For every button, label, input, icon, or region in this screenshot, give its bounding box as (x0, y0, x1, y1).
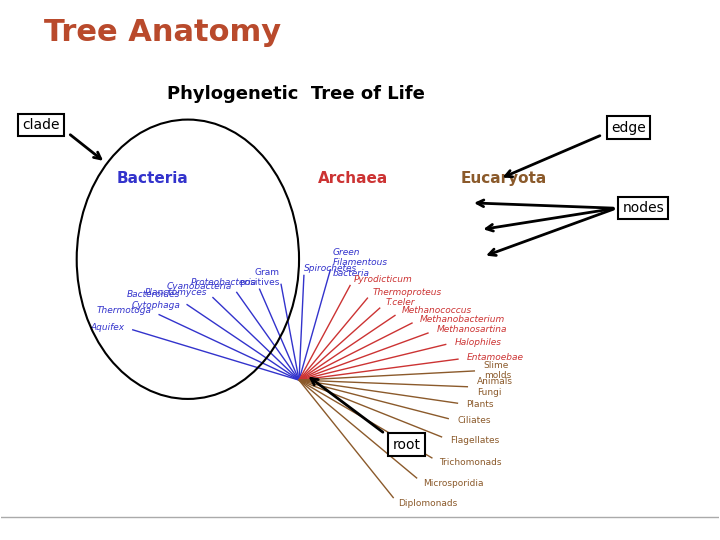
Text: Methanococcus: Methanococcus (402, 306, 472, 315)
Text: Gram
positives: Gram positives (239, 268, 280, 287)
Text: Cyanobacteria: Cyanobacteria (167, 282, 233, 291)
Text: Bacteroides
Cytophaga: Bacteroides Cytophaga (127, 291, 180, 309)
Text: Proteobacteria: Proteobacteria (191, 278, 257, 287)
Text: Planctomyces: Planctomyces (145, 288, 207, 296)
Text: Aquifex: Aquifex (90, 323, 124, 332)
Text: clade: clade (22, 118, 60, 132)
Text: Diplomonads: Diplomonads (398, 499, 457, 508)
Text: Phylogenetic  Tree of Life: Phylogenetic Tree of Life (166, 85, 424, 103)
Text: Archaea: Archaea (318, 171, 388, 186)
Text: Green
Filamentous
bacteria: Green Filamentous bacteria (333, 248, 387, 278)
Text: Entamoebae: Entamoebae (467, 353, 524, 362)
Text: Halophiles: Halophiles (454, 338, 502, 347)
Text: T.celer: T.celer (386, 298, 415, 307)
Text: Slime
molds: Slime molds (484, 361, 511, 380)
Text: root: root (392, 437, 420, 451)
Text: Ciliates: Ciliates (457, 416, 490, 426)
Text: Eucaryota: Eucaryota (460, 171, 546, 186)
Text: Plants: Plants (467, 400, 494, 409)
Text: Methanosartina: Methanosartina (436, 326, 507, 334)
Text: Methanobacterium: Methanobacterium (420, 315, 505, 323)
Text: Microsporidia: Microsporidia (423, 478, 483, 488)
Text: Spirochetes: Spirochetes (305, 264, 358, 273)
Text: Tree Anatomy: Tree Anatomy (45, 17, 282, 46)
Text: edge: edge (611, 120, 647, 134)
Text: Pyrodicticum: Pyrodicticum (354, 274, 413, 284)
Text: Thermotoga: Thermotoga (96, 307, 151, 315)
Text: Flagellates: Flagellates (450, 436, 499, 444)
Text: Animals
Fungi: Animals Fungi (477, 377, 513, 397)
Text: Thermoproteus: Thermoproteus (372, 288, 441, 296)
Text: nodes: nodes (622, 201, 664, 215)
Text: Bacteria: Bacteria (116, 171, 188, 186)
Text: Trichomonads: Trichomonads (439, 458, 502, 467)
